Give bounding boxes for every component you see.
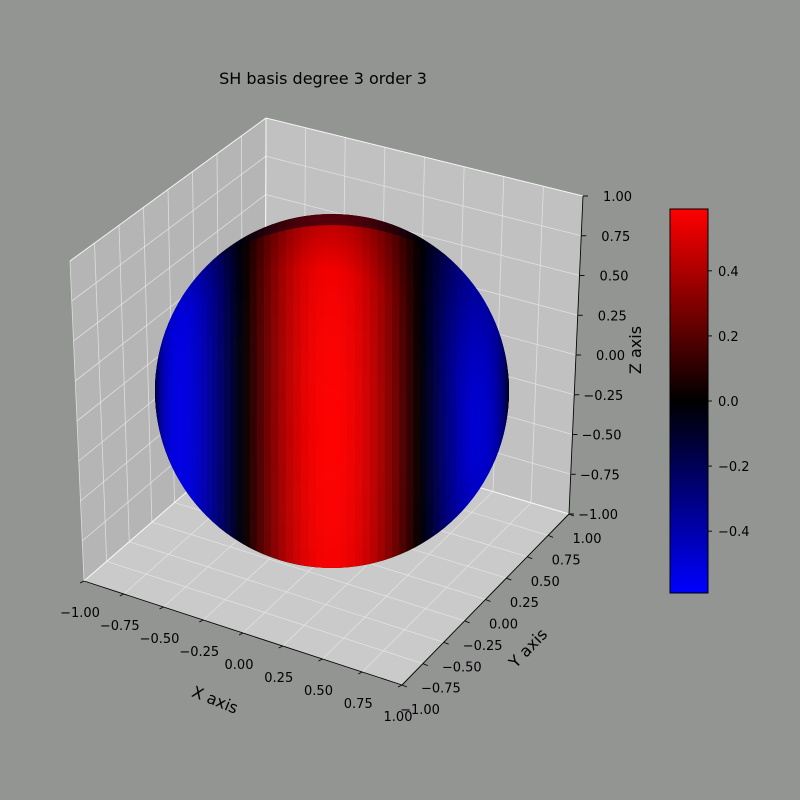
z-axis-tick-label: 0.75 [601, 230, 630, 245]
x-axis-tick [79, 580, 85, 584]
z-axis: −1.00 −0.75 −0.50 −0.25 0.00 0.25 0.50 0.75 1.00 [568, 190, 632, 523]
y-axis-tick [443, 641, 449, 645]
y-axis-tick-label: −0.75 [421, 682, 461, 697]
y-axis-tick-label: 0.00 [489, 618, 518, 633]
y-axis-tick-label: 0.25 [510, 596, 539, 611]
z-axis-tick-label: −0.25 [583, 389, 623, 404]
x-axis-tick-label: 1.00 [384, 710, 413, 725]
x-axis-tick [119, 593, 124, 597]
z-axis-tick-label: 0.50 [600, 270, 629, 285]
z-axis-tick-label: 0.25 [598, 309, 627, 324]
x-axis-tick [238, 632, 244, 636]
z-axis-tick-label: −0.75 [580, 468, 620, 483]
colorbar-tick-label: −0.4 [718, 525, 750, 540]
y-axis-tick [401, 684, 408, 688]
y-axis-tick-label: 1.00 [573, 532, 602, 547]
x-axis-tick-label: 0.50 [304, 684, 333, 699]
chart-title: SH basis degree 3 order 3 [219, 69, 427, 88]
x-axis-tick-label: 0.00 [225, 658, 254, 673]
y-axis-tick [506, 577, 512, 581]
y-axis-tick [464, 620, 470, 624]
z-axis-tick-label: 1.00 [603, 190, 632, 205]
colorbar: 0.4 0.2 0.0 −0.2 −0.4 [669, 208, 750, 594]
z-axis-tick-label: −0.50 [582, 429, 622, 444]
colorbar-tick-label: 0.4 [718, 265, 739, 280]
sphere-surface [155, 214, 509, 568]
z-axis-tick-label: −1.00 [578, 508, 618, 523]
x-axis-tick [358, 671, 363, 675]
x-axis: −1.00−0.75−0.50−0.25 0.00 0.25 0.50 0.75 1.00 [60, 580, 413, 725]
grid-line [265, 194, 580, 276]
grid-line [73, 194, 266, 342]
z-axis-label: Z axis [626, 326, 645, 374]
y-axis-tick [422, 663, 429, 667]
x-axis-tick [278, 645, 283, 649]
colorbar-tick-label: 0.0 [718, 395, 739, 410]
x-axis-tick-label: −0.25 [179, 645, 219, 660]
y-axis-tick-label: −1.00 [400, 703, 440, 718]
colorbar-tick-label: 0.2 [718, 330, 739, 345]
x-axis-tick-label: 0.75 [344, 697, 373, 712]
colorbar-tick-label: −0.2 [718, 460, 750, 475]
y-axis-tick-label: −0.50 [442, 660, 482, 675]
y-axis-tick [527, 556, 533, 560]
x-axis-tick [199, 619, 204, 623]
grid-line [71, 155, 267, 302]
grid-line [361, 502, 532, 673]
x-axis-tick-label: −0.50 [140, 632, 180, 647]
x-axis-tick-label: −0.75 [100, 619, 140, 634]
grid-line [265, 155, 582, 237]
x-axis-tick [318, 658, 323, 662]
x-axis-tick [397, 684, 403, 688]
y-axis-tick-label: 0.75 [552, 553, 581, 568]
y-axis-tick [485, 599, 491, 602]
x-axis-tick-label: 0.25 [264, 671, 293, 686]
y-axis-tick-label: 0.50 [531, 575, 560, 590]
y-axis-tick-label: −0.25 [463, 639, 503, 654]
grid-line [530, 186, 544, 503]
y-axis-tick [547, 534, 554, 538]
x-axis-tick-label: −1.00 [60, 606, 100, 621]
x-axis-label: X axis [189, 682, 241, 718]
x-axis-tick [159, 606, 164, 610]
grid-line [322, 491, 494, 660]
y-axis: −1.00 −0.75 −0.50 −0.25 0.00 0.25 0.50 0.75 1.00 [400, 513, 602, 718]
colorbar-gradient [669, 208, 709, 594]
z-axis-tick-label: 0.00 [596, 349, 625, 364]
